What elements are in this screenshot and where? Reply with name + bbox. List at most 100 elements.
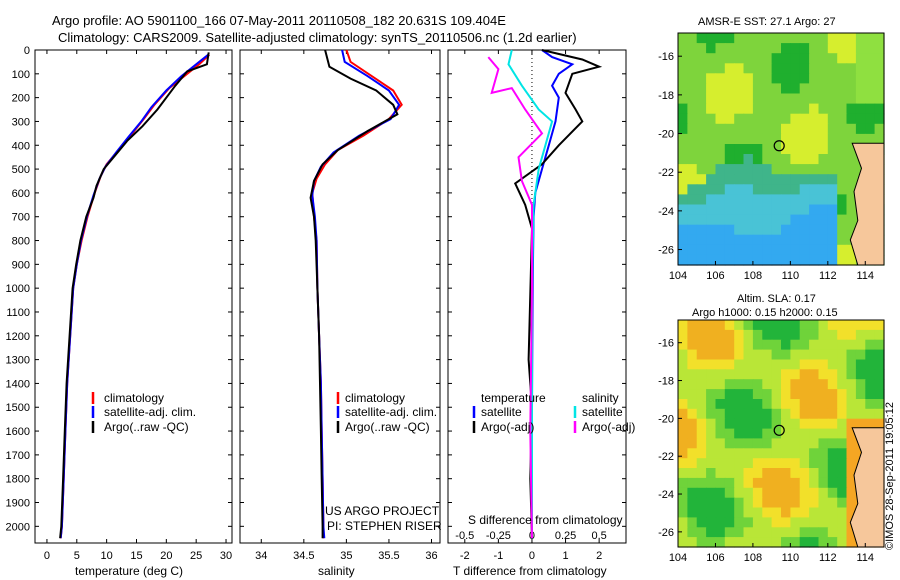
map-cell bbox=[752, 408, 763, 420]
map-cell bbox=[855, 93, 866, 105]
map-cell bbox=[809, 408, 820, 420]
map-cell bbox=[724, 369, 735, 380]
map-cell bbox=[696, 349, 707, 361]
map-cell bbox=[790, 214, 801, 226]
map-y-tick-label: -18 bbox=[658, 90, 674, 102]
map-cell bbox=[827, 154, 838, 165]
map-cell bbox=[818, 418, 829, 430]
map-cell bbox=[781, 133, 791, 145]
map-cell bbox=[687, 438, 698, 449]
map-cell bbox=[706, 339, 717, 351]
map-cell bbox=[827, 349, 838, 361]
map-cell bbox=[799, 379, 810, 390]
map-cell bbox=[874, 418, 885, 430]
map-cell bbox=[687, 83, 698, 95]
map-cell bbox=[743, 43, 754, 54]
map-cell bbox=[846, 174, 857, 185]
map-cell bbox=[696, 339, 707, 351]
map-cell bbox=[846, 487, 857, 499]
map-cell bbox=[781, 224, 791, 236]
map-cell bbox=[790, 369, 801, 380]
map-cell bbox=[827, 379, 838, 390]
map-cell bbox=[809, 448, 820, 459]
map-cell bbox=[715, 428, 726, 440]
map-cell bbox=[696, 399, 707, 410]
map-cell bbox=[799, 103, 810, 115]
map-cell bbox=[790, 438, 801, 449]
map-cell bbox=[781, 408, 791, 420]
map-cell bbox=[752, 468, 763, 479]
x-tick-label: 5 bbox=[74, 550, 80, 562]
map-cell bbox=[752, 428, 763, 440]
map-cell bbox=[752, 83, 763, 95]
map-cell bbox=[790, 73, 801, 84]
map-cell bbox=[734, 329, 745, 341]
map-cell bbox=[743, 113, 754, 125]
map-cell bbox=[678, 103, 688, 115]
map-cell bbox=[790, 194, 801, 206]
map-cell bbox=[687, 214, 698, 226]
map-cell bbox=[771, 174, 782, 185]
map-cell bbox=[790, 234, 801, 246]
top-axis-tick-label: -0.5 bbox=[455, 530, 474, 542]
map-cell bbox=[687, 468, 698, 479]
pressure-tick-label: 200 bbox=[12, 93, 30, 105]
map-cell bbox=[734, 123, 745, 135]
map-cell bbox=[855, 359, 866, 370]
map-frame bbox=[677, 319, 885, 548]
argo-float-marker bbox=[773, 140, 785, 152]
map-cell bbox=[846, 43, 857, 54]
map-cell bbox=[818, 164, 829, 175]
map-cell bbox=[790, 408, 801, 420]
map-cell bbox=[790, 254, 801, 266]
map-cell bbox=[734, 477, 745, 489]
map-cell bbox=[865, 339, 876, 351]
map-cell bbox=[687, 379, 698, 390]
map-cell bbox=[678, 194, 688, 206]
map-cell bbox=[771, 214, 782, 226]
map-cell bbox=[846, 389, 857, 400]
map-cell bbox=[809, 184, 820, 195]
map-cell bbox=[846, 369, 857, 380]
map-cell bbox=[818, 103, 829, 115]
map-cell bbox=[771, 527, 782, 538]
map-cell bbox=[687, 359, 698, 370]
map-cell bbox=[678, 507, 688, 518]
map-cell bbox=[837, 174, 848, 185]
map-cell bbox=[696, 194, 707, 206]
map-cell bbox=[743, 477, 754, 489]
map-cell bbox=[855, 113, 866, 125]
map-cell bbox=[734, 194, 745, 206]
map-cell bbox=[706, 174, 717, 185]
map-cell bbox=[846, 133, 857, 145]
map-cell bbox=[837, 418, 848, 430]
map-cell bbox=[790, 320, 801, 331]
map-cell bbox=[724, 438, 735, 449]
map-cell bbox=[781, 103, 791, 115]
map-cell bbox=[752, 73, 763, 84]
map-cell bbox=[809, 428, 820, 440]
map-cell bbox=[762, 53, 773, 64]
map-cell bbox=[724, 517, 735, 528]
x-tick-label: -1 bbox=[493, 550, 503, 562]
map-cell bbox=[715, 133, 726, 145]
map-cell bbox=[799, 359, 810, 370]
map-cell bbox=[762, 408, 773, 420]
map-cell bbox=[687, 349, 698, 361]
map-cell bbox=[706, 184, 717, 195]
map-cell bbox=[771, 369, 782, 380]
map-cell bbox=[706, 497, 717, 509]
map-cell bbox=[743, 73, 754, 84]
map-cell bbox=[790, 53, 801, 64]
map-cell bbox=[743, 438, 754, 449]
map-cell bbox=[846, 33, 857, 44]
x-tick-label: -2 bbox=[460, 550, 470, 562]
map-cell bbox=[827, 339, 838, 351]
map-cell bbox=[752, 154, 763, 165]
map-y-tick-label: -16 bbox=[658, 338, 674, 350]
map-cell bbox=[743, 468, 754, 479]
map-cell bbox=[762, 438, 773, 449]
map-cell bbox=[846, 329, 857, 341]
map-cell bbox=[743, 349, 754, 361]
map-cell bbox=[687, 63, 698, 74]
